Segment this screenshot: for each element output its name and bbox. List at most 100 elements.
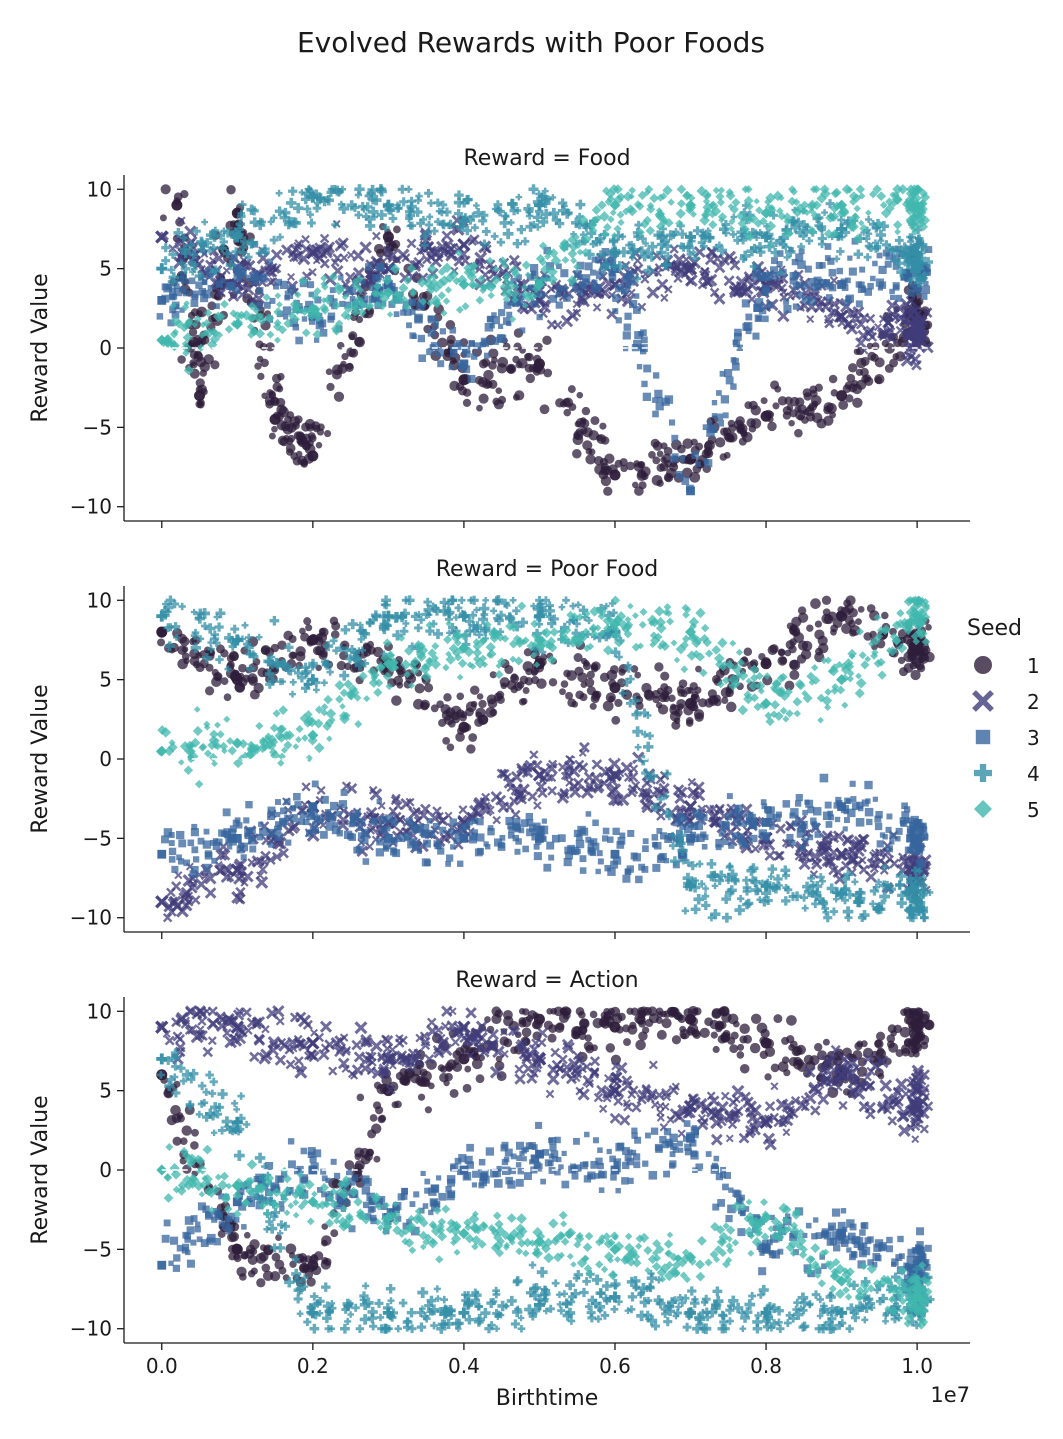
- scatter-mark: [433, 198, 443, 208]
- scatter-mark-shape-v: [389, 206, 393, 215]
- scatter-mark-shape: [265, 342, 275, 352]
- scatter-mark: [824, 278, 831, 285]
- scatter-mark: [770, 380, 780, 390]
- scatter-mark: [354, 210, 363, 220]
- scatter-mark: [424, 220, 434, 230]
- scatter-mark-shape-v: [417, 192, 421, 200]
- scatter-mark-shape-v: [428, 213, 431, 221]
- scatter-mark-shape: [836, 267, 843, 275]
- scatter-mark-shape-v: [400, 184, 404, 194]
- scatter-mark-shape: [864, 288, 873, 296]
- scatter-mark: [754, 298, 764, 307]
- scatter-mark-shape-b: [289, 243, 303, 256]
- scatter-mark: [629, 280, 636, 286]
- scatter-mark: [498, 323, 504, 329]
- scatter-mark: [304, 418, 316, 430]
- data-point-mark: [458, 374, 470, 386]
- scatter-mark-shape: [746, 418, 756, 428]
- scatter-mark-shape: [271, 425, 278, 433]
- scatter-mark-shape: [393, 225, 401, 234]
- data-point-mark-shape-v: [159, 263, 164, 275]
- scatter-mark: [407, 196, 417, 206]
- scatter-mark: [325, 368, 333, 376]
- scatter-mark: [473, 342, 481, 351]
- scatter-mark-shape: [720, 395, 730, 404]
- scatter-mark-shape: [786, 404, 794, 411]
- scatter-mark: [343, 290, 349, 297]
- scatter-mark-shape-v: [308, 210, 312, 219]
- scatter-mark: [315, 194, 325, 203]
- scatter-mark: [247, 238, 258, 248]
- scatter-mark-shape-v: [445, 207, 449, 217]
- scatter-mark: [191, 265, 198, 273]
- scatter-mark: [406, 238, 417, 249]
- scatter-mark: [852, 397, 863, 408]
- scatter-mark-shape: [268, 432, 276, 440]
- scatter-mark-shape-b: [444, 242, 457, 255]
- scatter-mark: [209, 231, 220, 242]
- scatter-mark: [173, 304, 180, 310]
- data-point-mark: [686, 486, 695, 496]
- scatter-mark: [503, 301, 512, 309]
- scatter-mark: [197, 245, 205, 254]
- scatter-mark-shape-b: [848, 308, 860, 319]
- scatter-mark: [445, 219, 456, 230]
- scatter-mark: [367, 206, 379, 218]
- scatter-mark: [624, 312, 632, 320]
- scatter-mark: [633, 462, 644, 472]
- scatter-mark-shape: [292, 323, 300, 331]
- scatter-mark: [276, 385, 284, 393]
- scatter-mark-shape: [892, 263, 900, 270]
- scatter-mark: [620, 464, 628, 473]
- scatter-mark-shape: [478, 359, 489, 369]
- scatter-mark-shape-v: [700, 238, 704, 247]
- scatter-mark-shape: [276, 385, 284, 393]
- scatter-mark: [828, 268, 837, 277]
- scatter-mark: [287, 285, 296, 294]
- scatter-mark-shape-v: [635, 274, 639, 283]
- data-point: [302, 184, 394, 232]
- scatter-mark-shape: [496, 363, 508, 374]
- scatter-mark-shape: [614, 283, 624, 293]
- scatter-mark: [536, 313, 543, 321]
- scatter-mark: [844, 381, 853, 390]
- scatter-mark-shape: [488, 348, 499, 359]
- scatter-mark: [426, 347, 434, 356]
- scatter-mark: [786, 404, 794, 411]
- scatter-mark-shape-v: [471, 212, 475, 221]
- scatter-mark-shape: [875, 278, 885, 287]
- scatter-mark-shape-b: [664, 285, 673, 294]
- scatter-mark: [250, 271, 259, 280]
- scatter-mark: [273, 283, 279, 290]
- scatter-mark: [354, 191, 362, 199]
- scatter-mark: [722, 412, 729, 419]
- scatter-mark-shape: [824, 243, 832, 250]
- scatter-mark-shape: [201, 249, 208, 256]
- scatter-mark-shape: [858, 281, 865, 289]
- scatter-mark-shape-v: [367, 191, 371, 201]
- scatter-mark-shape-v: [305, 204, 309, 213]
- scatter-mark: [736, 344, 743, 351]
- scatter-mark: [420, 232, 429, 241]
- scatter-mark: [612, 308, 619, 315]
- scatter-mark-shape: [717, 419, 725, 427]
- scatter-mark: [524, 353, 532, 361]
- scatter-mark: [549, 294, 558, 303]
- scatter-mark: [538, 216, 549, 228]
- scatter-mark-shape: [876, 252, 883, 259]
- scatter-mark-shape-b: [289, 252, 299, 263]
- scatter-mark: [270, 248, 283, 261]
- scatter-mark-shape: [179, 307, 185, 313]
- scatter-mark: [795, 253, 804, 262]
- scatter-mark: [808, 277, 817, 287]
- scatter-mark-shape-v: [557, 218, 562, 229]
- scatter-mark-shape: [483, 352, 490, 359]
- scatter-mark-shape-b: [308, 267, 317, 277]
- scatter-mark: [642, 240, 649, 247]
- scatter-mark-shape: [745, 313, 753, 321]
- scatter-mark: [811, 400, 819, 408]
- scatter-mark: [748, 425, 757, 433]
- scatter-mark: [234, 224, 245, 235]
- scatter-mark: [240, 236, 250, 246]
